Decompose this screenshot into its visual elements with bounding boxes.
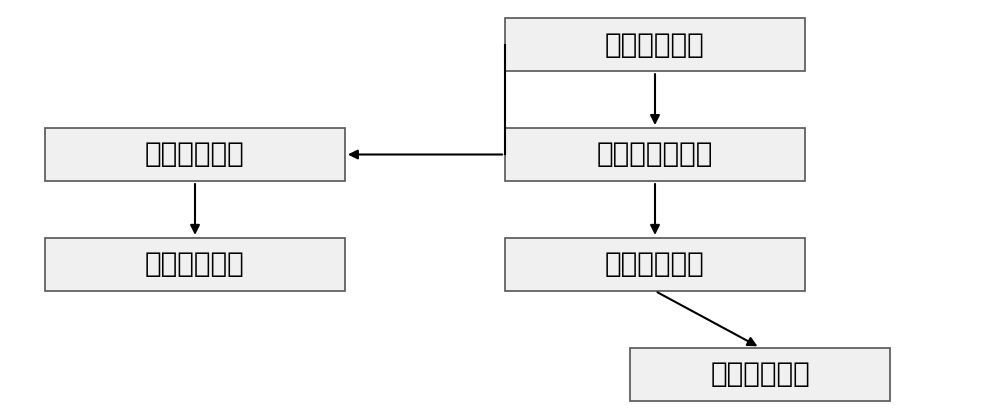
Text: 数据地形改正: 数据地形改正 xyxy=(145,140,245,169)
Text: 绘制正演线图: 绘制正演线图 xyxy=(710,360,810,388)
Bar xyxy=(630,348,890,401)
Bar xyxy=(45,238,345,291)
Bar xyxy=(45,128,345,181)
Bar xyxy=(505,238,805,291)
Text: 数据地形正演: 数据地形正演 xyxy=(605,250,705,279)
Text: 采集地形点坐标: 采集地形点坐标 xyxy=(597,140,713,169)
Text: 绘制改正线图: 绘制改正线图 xyxy=(145,250,245,279)
Bar xyxy=(505,128,805,181)
Text: 获取电阻率值: 获取电阻率值 xyxy=(605,30,705,59)
Bar xyxy=(505,18,805,71)
